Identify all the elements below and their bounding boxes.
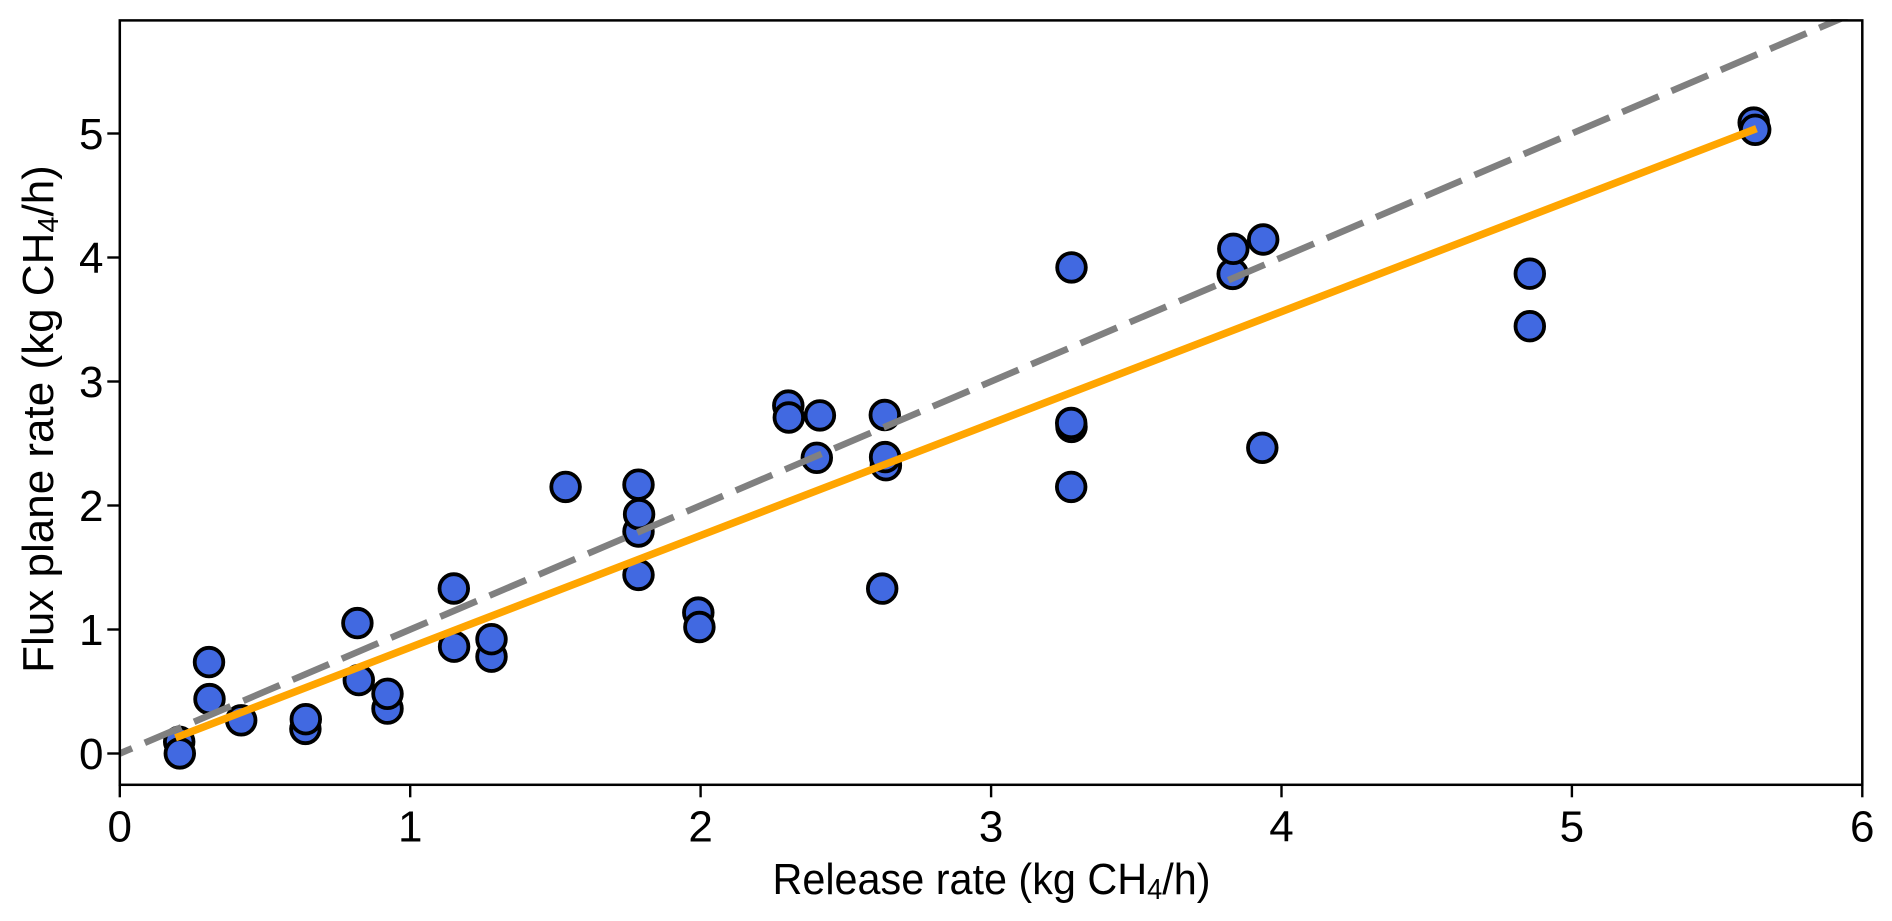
svg-text:Flux plane rate (kg CH4/h): Flux plane rate (kg CH4/h) (14, 165, 65, 673)
svg-text:6: 6 (1850, 803, 1874, 852)
svg-text:1: 1 (79, 606, 103, 655)
svg-text:0: 0 (108, 803, 132, 852)
svg-text:2: 2 (79, 482, 103, 531)
svg-text:4: 4 (79, 234, 103, 283)
svg-text:1: 1 (398, 803, 422, 852)
svg-text:0: 0 (79, 730, 103, 779)
svg-text:Release rate (kg CH4/h): Release rate (kg CH4/h) (772, 855, 1210, 905)
svg-text:3: 3 (79, 358, 103, 407)
svg-text:5: 5 (79, 110, 103, 159)
svg-text:4: 4 (1269, 803, 1293, 852)
svg-text:5: 5 (1560, 803, 1584, 852)
svg-text:3: 3 (979, 803, 1003, 852)
svg-text:2: 2 (688, 803, 712, 852)
